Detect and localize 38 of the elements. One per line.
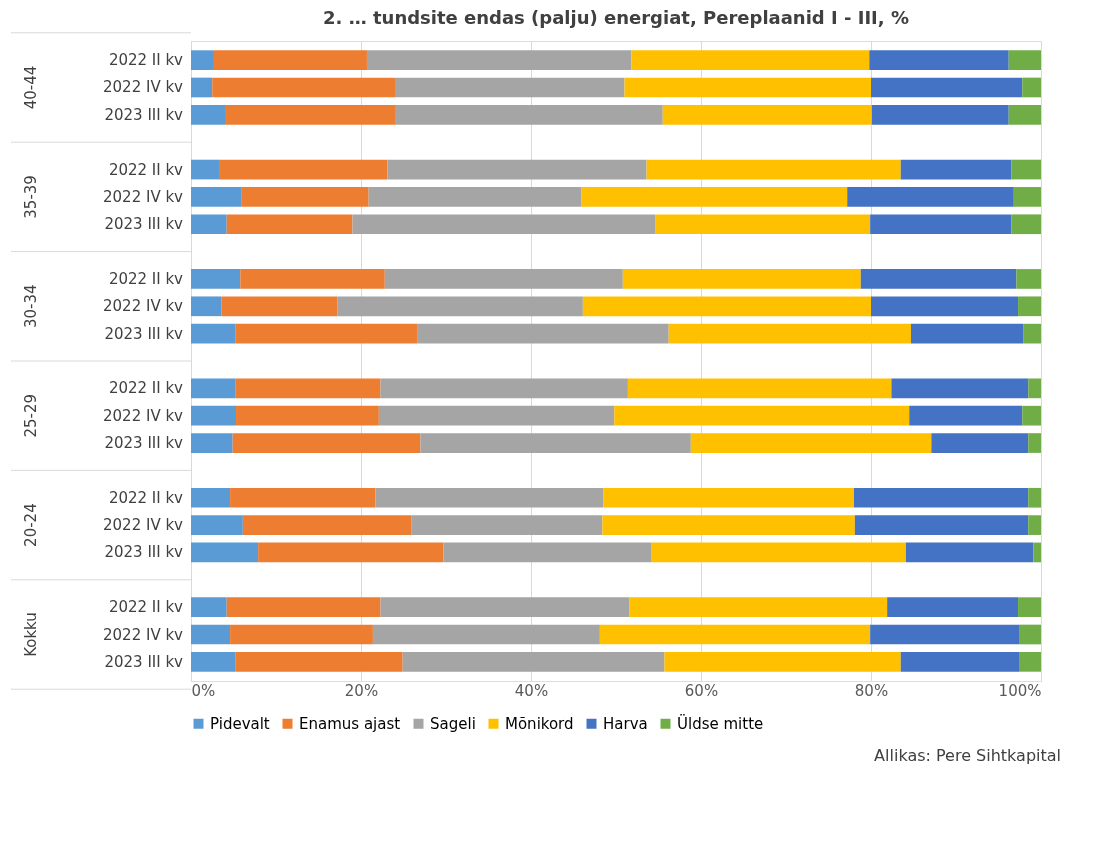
x-tick-label: 40%: [514, 681, 549, 700]
y-tick-label: 2022 II kv: [108, 488, 184, 507]
legend-label: Mõnikord: [505, 714, 574, 733]
text: 20-24: [22, 503, 40, 547]
y-tick-label: 2023 III kv: [104, 105, 184, 124]
y-tick-label: 2022 IV kv: [103, 625, 184, 644]
text: 30-34: [22, 284, 40, 329]
y-tick-label: 2022 II kv: [108, 379, 184, 398]
legend-label: Pidevalt: [210, 714, 270, 733]
text: 25-29: [22, 393, 40, 438]
x-tick-label: 100%: [998, 681, 1042, 700]
legend-label: Harva: [603, 714, 648, 733]
y-tick-label: 2022 II kv: [108, 269, 184, 288]
x-tick-label: 0%: [191, 681, 216, 700]
y-tick-label: 2022 IV kv: [103, 187, 184, 206]
chart-title: 2. … tundsite endas (palju) energiat, Pereplaanid I - III, %: [323, 7, 909, 29]
x-tick-label: 20%: [344, 681, 379, 700]
y-tick-label: 2023 III kv: [104, 434, 184, 453]
y-tick-label: 2023 III kv: [104, 324, 184, 343]
legend-label: Sageli: [430, 714, 476, 733]
legend-label: Üldse mitte: [677, 713, 764, 733]
y-tick-label: 2023 III kv: [104, 652, 184, 671]
y-tick-label: 2022 IV kv: [103, 516, 184, 535]
text: 40-44: [22, 65, 40, 110]
y-tick-label: 2023 III kv: [104, 215, 184, 234]
legend-label: Enamus ajast: [299, 714, 401, 733]
text: 35-39: [22, 175, 40, 219]
x-tick-label: 60%: [684, 681, 719, 700]
y-tick-label: 2022 II kv: [108, 51, 184, 70]
y-tick-label: 2022 II kv: [108, 598, 184, 617]
x-tick-label: 80%: [854, 681, 889, 700]
y-tick-label: 2022 IV kv: [103, 297, 184, 316]
y-tick-label: 2023 III kv: [104, 543, 184, 562]
y-tick-label: 2022 II kv: [108, 160, 184, 179]
text: Kokku: [22, 612, 40, 657]
y-tick-label: 2022 IV kv: [103, 78, 184, 97]
text: Allikas: Pere Sihtkapital: [874, 746, 1061, 765]
y-tick-label: 2022 IV kv: [103, 406, 184, 425]
